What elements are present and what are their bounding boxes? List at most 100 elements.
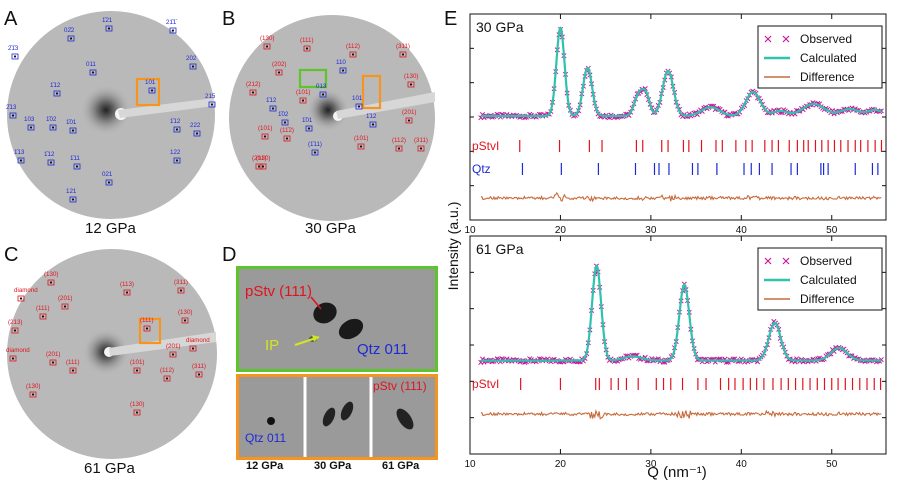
frame-green-b (298, 68, 328, 89)
hkl-label: (202) (272, 61, 286, 68)
x-tick-label: 20 (555, 225, 567, 236)
legend-label: Observed (800, 254, 852, 268)
legend-label: Calculated (800, 51, 857, 65)
legend: Observed Calculated Difference (757, 25, 883, 89)
hkl-label: 1̄01 (302, 117, 313, 124)
frame-orange-b (361, 74, 382, 110)
spot-box (123, 289, 131, 296)
spot-box (169, 27, 177, 34)
hkl-label: (111) (140, 317, 154, 324)
diffraction-spot (321, 93, 325, 96)
diffraction-spot (307, 127, 311, 130)
hkl-label: 1̄12 (366, 113, 377, 120)
spot-box (319, 91, 327, 98)
diffraction-spot (359, 145, 363, 148)
diffraction-spot (13, 329, 17, 332)
hkl-label: 013 (316, 83, 327, 90)
hkl-label: (11̄2) (280, 127, 294, 134)
hkl-label: 110 (336, 59, 346, 66)
spot-box (193, 130, 201, 137)
spot-box (47, 279, 55, 286)
diffraction-spot (301, 99, 305, 102)
diffraction-spot (263, 135, 267, 138)
hkl-label: (311) (414, 137, 428, 144)
diffraction-spot (49, 161, 53, 164)
hkl-label: (111) (66, 359, 80, 366)
panel-letter-b: B (222, 8, 236, 30)
y-axis-label: Intensity (a.u.) (445, 202, 461, 291)
hkl-label: 21̄1̄ (166, 19, 177, 26)
inset-bottom-zooms: Qtz 011 pStv (111) (236, 374, 438, 460)
frame-orange-a (135, 77, 161, 107)
diffraction-spot (11, 114, 15, 117)
spot-box (177, 287, 185, 294)
diffraction-spot (69, 37, 73, 40)
chart-panel-label: 61 GPa (476, 241, 524, 257)
hkl-label: 02̄2 (64, 27, 75, 34)
phase-label: pStvI (472, 377, 499, 391)
hkl-label: diamond (186, 337, 210, 344)
spot-box (259, 163, 267, 170)
diffraction-spot (305, 47, 309, 50)
spot-box (49, 124, 57, 131)
diffraction-spot (51, 361, 55, 364)
hkl-label: 1̄12 (266, 97, 277, 104)
spot-box (303, 45, 311, 52)
diffraction-spot (125, 291, 129, 294)
diffraction-spot (283, 121, 287, 124)
inset-caption-12: 12 GPa (246, 460, 284, 472)
panel-letter-c: C (4, 244, 19, 266)
chart-panel-label: 30 GPa (476, 19, 524, 35)
hkl-label: 122 (170, 149, 181, 156)
panel-letter-e: E (444, 8, 458, 30)
phase-label: pStvI (472, 139, 499, 153)
hkl-label: 1̄02 (46, 116, 57, 123)
spot-box (105, 179, 113, 186)
diffraction-spot (71, 129, 75, 132)
spot-box (29, 391, 37, 398)
hkl-label: (201) (252, 155, 266, 162)
spot-box (299, 97, 307, 104)
diffraction-spot (41, 315, 45, 318)
diffraction-spot (210, 103, 214, 106)
diffraction-spot (313, 151, 317, 154)
hkl-label: (212) (246, 81, 260, 88)
inset-caption-30: 30 GPa (314, 460, 352, 472)
legend-label: Calculated (800, 273, 857, 287)
legend-swatch-observed (782, 35, 790, 43)
diffraction-spot (191, 65, 195, 68)
x-tick-label: 50 (826, 225, 838, 236)
spot-box (17, 157, 25, 164)
legend: Observed Calculated Difference (757, 247, 883, 311)
spot-box (281, 119, 289, 126)
spot-box (195, 371, 203, 378)
legend-swatch-observed (764, 35, 772, 43)
diffraction-spot (171, 29, 175, 32)
spot-box (89, 69, 97, 76)
spot-box (249, 89, 257, 96)
caption-b: 30 GPa (305, 220, 356, 237)
hkl-label: (111) (300, 37, 314, 44)
inset-top-zoom: pStv (111) IP Qtz 011 (236, 266, 438, 372)
hkl-label: (201) (58, 295, 72, 302)
hkl-label: 121 (66, 188, 77, 195)
hkl-label: (201) (46, 351, 60, 358)
diffraction-spot (257, 165, 261, 168)
spot-box (263, 43, 271, 50)
spot-box (9, 355, 17, 362)
diffraction-spot (171, 353, 175, 356)
hkl-label: 215 (205, 93, 216, 100)
hkl-label: (130) (256, 155, 270, 162)
spot-box (11, 327, 19, 334)
spot-box (395, 145, 403, 152)
hkl-label: 011 (86, 61, 96, 68)
diffraction-spot (183, 319, 187, 322)
hkl-label: (311) (396, 43, 410, 50)
inset-caption-61: 61 GPa (382, 460, 420, 472)
spot-box (163, 375, 171, 382)
diffraction-spot (285, 137, 289, 140)
spot-box (173, 157, 181, 164)
diffraction-spot (175, 128, 179, 131)
spot-box (11, 53, 19, 60)
spot-box (269, 105, 277, 112)
